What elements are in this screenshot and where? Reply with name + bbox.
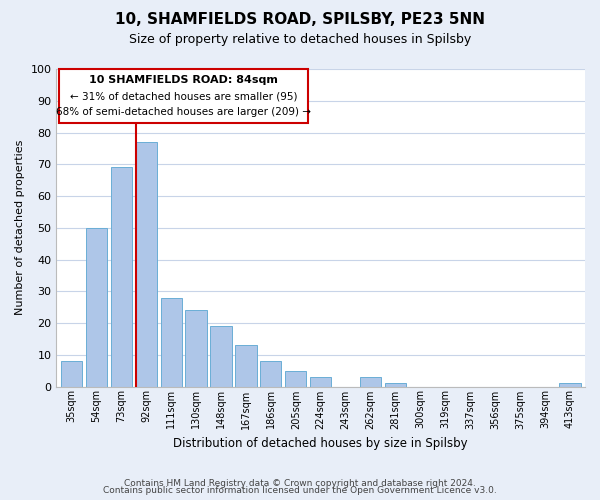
- Bar: [559, 384, 581, 386]
- Bar: [110, 168, 132, 386]
- Text: Contains public sector information licensed under the Open Government Licence v3: Contains public sector information licen…: [103, 486, 497, 495]
- Bar: [185, 310, 206, 386]
- Text: Contains HM Land Registry data © Crown copyright and database right 2024.: Contains HM Land Registry data © Crown c…: [124, 478, 476, 488]
- Bar: [136, 142, 157, 386]
- Bar: [211, 326, 232, 386]
- Bar: [385, 384, 406, 386]
- Text: 68% of semi-detached houses are larger (209) →: 68% of semi-detached houses are larger (…: [56, 107, 311, 117]
- FancyBboxPatch shape: [59, 69, 308, 123]
- Text: Size of property relative to detached houses in Spilsby: Size of property relative to detached ho…: [129, 32, 471, 46]
- Bar: [235, 345, 257, 387]
- Bar: [86, 228, 107, 386]
- Y-axis label: Number of detached properties: Number of detached properties: [15, 140, 25, 316]
- Bar: [285, 370, 307, 386]
- Text: ← 31% of detached houses are smaller (95): ← 31% of detached houses are smaller (95…: [70, 91, 298, 101]
- Bar: [61, 361, 82, 386]
- X-axis label: Distribution of detached houses by size in Spilsby: Distribution of detached houses by size …: [173, 437, 468, 450]
- Bar: [161, 298, 182, 386]
- Text: 10, SHAMFIELDS ROAD, SPILSBY, PE23 5NN: 10, SHAMFIELDS ROAD, SPILSBY, PE23 5NN: [115, 12, 485, 28]
- Bar: [260, 361, 281, 386]
- Text: 10 SHAMFIELDS ROAD: 84sqm: 10 SHAMFIELDS ROAD: 84sqm: [89, 76, 278, 86]
- Bar: [310, 377, 331, 386]
- Bar: [360, 377, 381, 386]
